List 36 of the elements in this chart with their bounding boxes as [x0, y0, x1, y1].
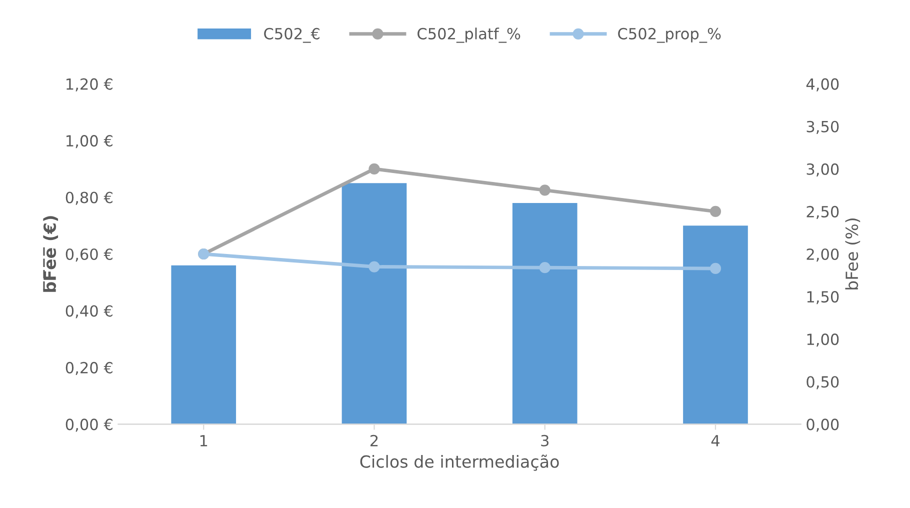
- x-tick-label: 3: [541, 434, 548, 446]
- legend-label: C502_platf_%: [418, 28, 520, 43]
- y-tick-label: 1,20 €: [66, 78, 112, 92]
- y2-tick-label: 0,50: [806, 376, 839, 390]
- y2-axis-title: bFee (%): [845, 218, 860, 290]
- point: [710, 206, 722, 218]
- y2-tick-label: 3,00: [806, 163, 839, 176]
- y2-tick-label: 2,00: [806, 248, 839, 262]
- x-tick-label: 2: [370, 434, 378, 446]
- legend-label: C502_€: [264, 28, 320, 43]
- bar: [171, 265, 236, 424]
- y2-tick-label: 1,50: [807, 291, 839, 304]
- y2-tick-label: 3,50: [806, 120, 839, 134]
- y-tick-label: 0,80 €: [66, 192, 112, 205]
- y2-tick-label: 0,00: [806, 418, 839, 432]
- legend-label: C502_prop_%: [618, 28, 721, 43]
- x-tick-label: 4: [711, 435, 720, 446]
- bar: [342, 183, 407, 424]
- bar: [683, 226, 748, 424]
- point: [710, 262, 722, 274]
- y2-tick-label: 2,50: [806, 206, 839, 220]
- x-axis-title: Ciclos de intermediação: [360, 454, 559, 471]
- point: [539, 262, 550, 274]
- y-tick-label: 1,00 €: [66, 135, 112, 148]
- y-tick-label: 0,40 €: [66, 305, 112, 318]
- point: [368, 163, 380, 174]
- y-tick-label: 0,60 €: [66, 248, 112, 262]
- y2-tick-label: 1,00: [807, 334, 839, 347]
- y-tick-label: 0,20 €: [66, 362, 112, 376]
- y-axis-title: b̅F̅e̅e̅ (€): [43, 216, 58, 292]
- y-tick-label: 0,00 €: [66, 418, 112, 432]
- x-tick-label: 1: [200, 435, 208, 446]
- point: [539, 184, 550, 196]
- bar: [512, 202, 578, 424]
- point: [368, 261, 380, 272]
- y2-tick-label: 4,00: [806, 78, 839, 92]
